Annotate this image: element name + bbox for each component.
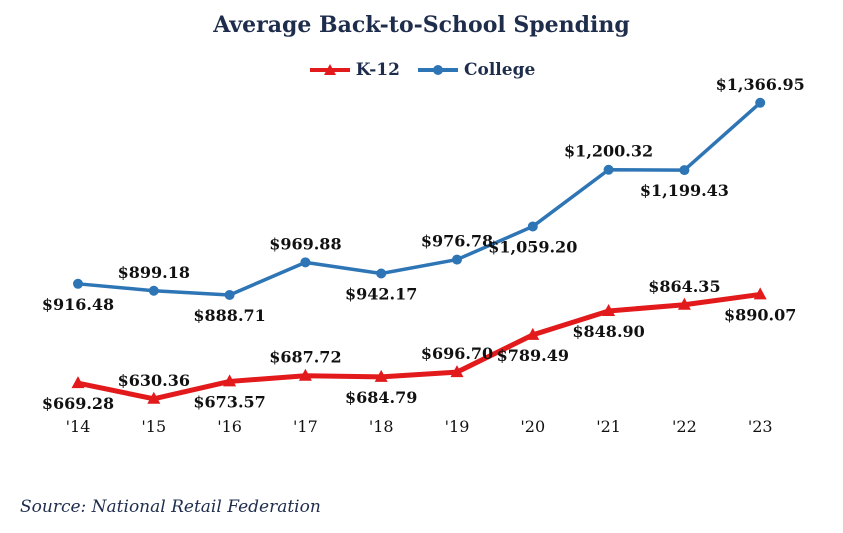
data-label-college: $1,199.43 <box>640 181 729 200</box>
data-point-k12 <box>374 369 388 382</box>
data-point-k12 <box>526 327 540 340</box>
x-tick-label: '15 <box>141 417 166 436</box>
data-label-k12: $789.49 <box>497 346 569 365</box>
legend-label-k12: K-12 <box>355 60 400 80</box>
data-label-k12: $890.07 <box>724 305 796 324</box>
x-tick-label: '20 <box>520 417 545 436</box>
data-point-k12 <box>602 303 616 316</box>
data-point-college <box>376 268 387 279</box>
data-label-k12: $630.36 <box>118 371 190 390</box>
data-point-college <box>679 165 690 176</box>
x-tick-label: '22 <box>672 417 697 436</box>
data-point-college <box>224 289 235 300</box>
data-point-college <box>452 254 462 265</box>
data-point-k12 <box>71 376 85 389</box>
data-point-k12 <box>677 297 691 310</box>
x-tick-label: '23 <box>748 417 773 436</box>
x-tick-label: '18 <box>369 417 394 436</box>
data-label-k12: $696.70 <box>421 344 493 363</box>
legend: K-12 College <box>0 60 843 80</box>
x-tick-label: '14 <box>66 417 91 436</box>
legend-item-college: College <box>416 60 535 80</box>
x-tick-label: '21 <box>596 417 621 436</box>
data-point-k12 <box>753 287 767 300</box>
source-note: Source: National Retail Federation <box>20 497 321 517</box>
data-label-college: $888.71 <box>193 306 265 325</box>
data-label-college: $1,366.95 <box>716 75 805 94</box>
data-label-k12: $848.90 <box>572 322 644 341</box>
circle-marker-icon <box>417 65 458 75</box>
x-tick-label: '19 <box>445 417 470 436</box>
data-point-college <box>755 97 766 108</box>
data-point-k12 <box>298 368 312 381</box>
x-tick-label: '17 <box>293 417 318 436</box>
data-label-k12: $684.79 <box>345 388 417 407</box>
data-label-college: $976.78 <box>421 232 493 251</box>
data-point-college <box>148 285 159 296</box>
series-line-college <box>76 101 762 297</box>
data-point-college <box>73 278 83 289</box>
data-label-college: $1,059.20 <box>488 237 577 256</box>
data-label-college: $1,200.32 <box>564 142 653 161</box>
chart-title: Average Back-to-School Spending <box>213 12 630 38</box>
data-point-k12 <box>450 365 464 378</box>
series-line-k12 <box>75 291 763 402</box>
legend-label-college: College <box>463 60 536 80</box>
x-tick-label: '16 <box>217 417 242 436</box>
data-label-college: $916.48 <box>42 295 114 314</box>
data-point-college <box>527 221 538 232</box>
data-point-college <box>603 164 614 175</box>
data-label-college: $899.18 <box>118 263 190 282</box>
data-point-k12 <box>147 391 161 404</box>
data-label-college: $942.17 <box>345 284 417 303</box>
data-label-k12: $687.72 <box>269 348 341 367</box>
data-label-college: $969.88 <box>269 234 341 253</box>
data-label-k12: $864.35 <box>648 277 720 296</box>
data-label-k12: $673.57 <box>193 392 265 411</box>
legend-item-k12: K-12 <box>308 60 400 80</box>
data-point-college <box>300 257 311 268</box>
data-label-k12: $669.28 <box>42 394 114 413</box>
triangle-marker-icon <box>309 64 350 75</box>
data-point-k12 <box>223 374 237 387</box>
